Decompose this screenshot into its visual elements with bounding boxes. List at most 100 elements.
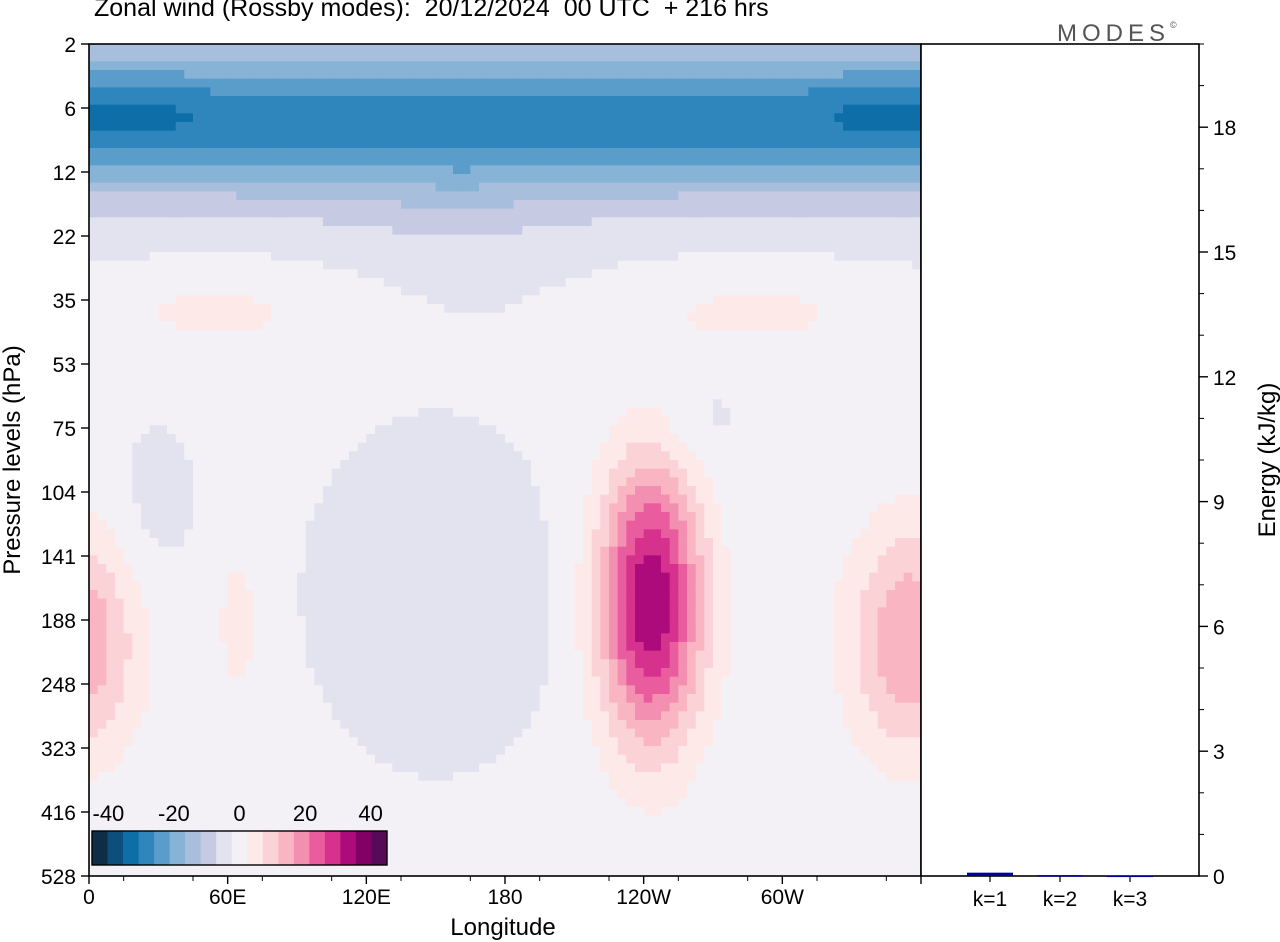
contour-cell [617, 208, 627, 218]
contour-cell [279, 165, 289, 175]
contour-cell [279, 243, 289, 253]
contour-cell [661, 252, 671, 262]
contour-cell [626, 139, 636, 149]
contour-cell [609, 364, 619, 374]
contour-cell [427, 104, 437, 114]
contour-cell [366, 425, 376, 435]
contour-cell [262, 338, 272, 348]
contour-cell [271, 61, 281, 71]
contour-cell [158, 468, 168, 478]
contour-cell [713, 165, 723, 175]
contour-cell [392, 269, 402, 279]
contour-cell [539, 442, 549, 452]
contour-cell [739, 243, 749, 253]
contour-cell [574, 165, 584, 175]
contour-cell [97, 200, 107, 210]
contour-cell [357, 477, 367, 487]
contour-cell [496, 408, 506, 418]
contour-cell [271, 468, 281, 478]
contour-cell [713, 182, 723, 192]
contour-cell [661, 139, 671, 149]
contour-cell [279, 44, 289, 54]
contour-cell [825, 451, 835, 461]
contour-cell [652, 208, 662, 218]
contour-cell [695, 243, 705, 253]
contour-cell [895, 61, 905, 71]
contour-cell [591, 208, 601, 218]
contour-cell [808, 347, 818, 357]
contour-cell [791, 70, 801, 80]
contour-cell [97, 252, 107, 262]
contour-cell [825, 468, 835, 478]
contour-cell [383, 304, 393, 314]
contour-cell [834, 442, 844, 452]
contour-cell [323, 260, 333, 270]
contour-cell [366, 477, 376, 487]
contour-cell [392, 486, 402, 496]
contour-cell [427, 364, 437, 374]
contour-cell [834, 165, 844, 175]
contour-cell [531, 113, 541, 123]
contour-cell [123, 156, 133, 166]
contour-cell [444, 78, 454, 88]
contour-cell [201, 113, 211, 123]
contour-cell [721, 269, 731, 279]
contour-cell [115, 460, 125, 470]
contour-cell [175, 243, 185, 253]
contour-cell [444, 442, 454, 452]
contour-cell [791, 139, 801, 149]
contour-cell [531, 182, 541, 192]
contour-cell [834, 278, 844, 288]
contour-cell [115, 295, 125, 305]
contour-cell [279, 278, 289, 288]
contour-cell [609, 78, 619, 88]
contour-cell [843, 486, 853, 496]
contour-cell [418, 200, 428, 210]
contour-cell [106, 208, 116, 218]
contour-cell [496, 130, 506, 140]
contour-cell [782, 338, 792, 348]
contour-cell [539, 165, 549, 175]
contour-cell [115, 364, 125, 374]
contour-cell [687, 252, 697, 262]
contour-cell [383, 44, 393, 54]
contour-cell [825, 87, 835, 97]
contour-cell [643, 217, 653, 227]
contour-cell [877, 122, 887, 132]
contour-cell [123, 425, 133, 435]
contour-cell [903, 61, 913, 71]
contour-cell [825, 165, 835, 175]
contour-cell [912, 122, 921, 132]
contour-cell [461, 104, 471, 114]
contour-cell [444, 104, 454, 114]
contour-cell [505, 373, 515, 383]
contour-cell [141, 278, 151, 288]
contour-cell [115, 52, 125, 62]
contour-cell [149, 486, 159, 496]
contour-cell [444, 364, 454, 374]
contour-cell [825, 399, 835, 409]
contour-cell [210, 278, 220, 288]
contour-cell [565, 96, 575, 106]
contour-cell [505, 87, 515, 97]
contour-cell [600, 200, 610, 210]
contour-cell [522, 477, 532, 487]
contour-cell [253, 373, 263, 383]
contour-cell [158, 252, 168, 262]
contour-cell [843, 217, 853, 227]
contour-cell [565, 468, 575, 478]
contour-cell [808, 451, 818, 461]
contour-cell [357, 486, 367, 496]
contour-cell [851, 330, 861, 340]
contour-cell [487, 208, 497, 218]
contour-cell [531, 278, 541, 288]
contour-cell [765, 399, 775, 409]
contour-cell [297, 477, 307, 487]
contour-cell [106, 122, 116, 132]
contour-cell [843, 468, 853, 478]
contour-cell [825, 243, 835, 253]
contour-cell [747, 234, 757, 244]
contour-cell [834, 434, 844, 444]
contour-cell [739, 156, 749, 166]
contour-cell [184, 260, 194, 270]
